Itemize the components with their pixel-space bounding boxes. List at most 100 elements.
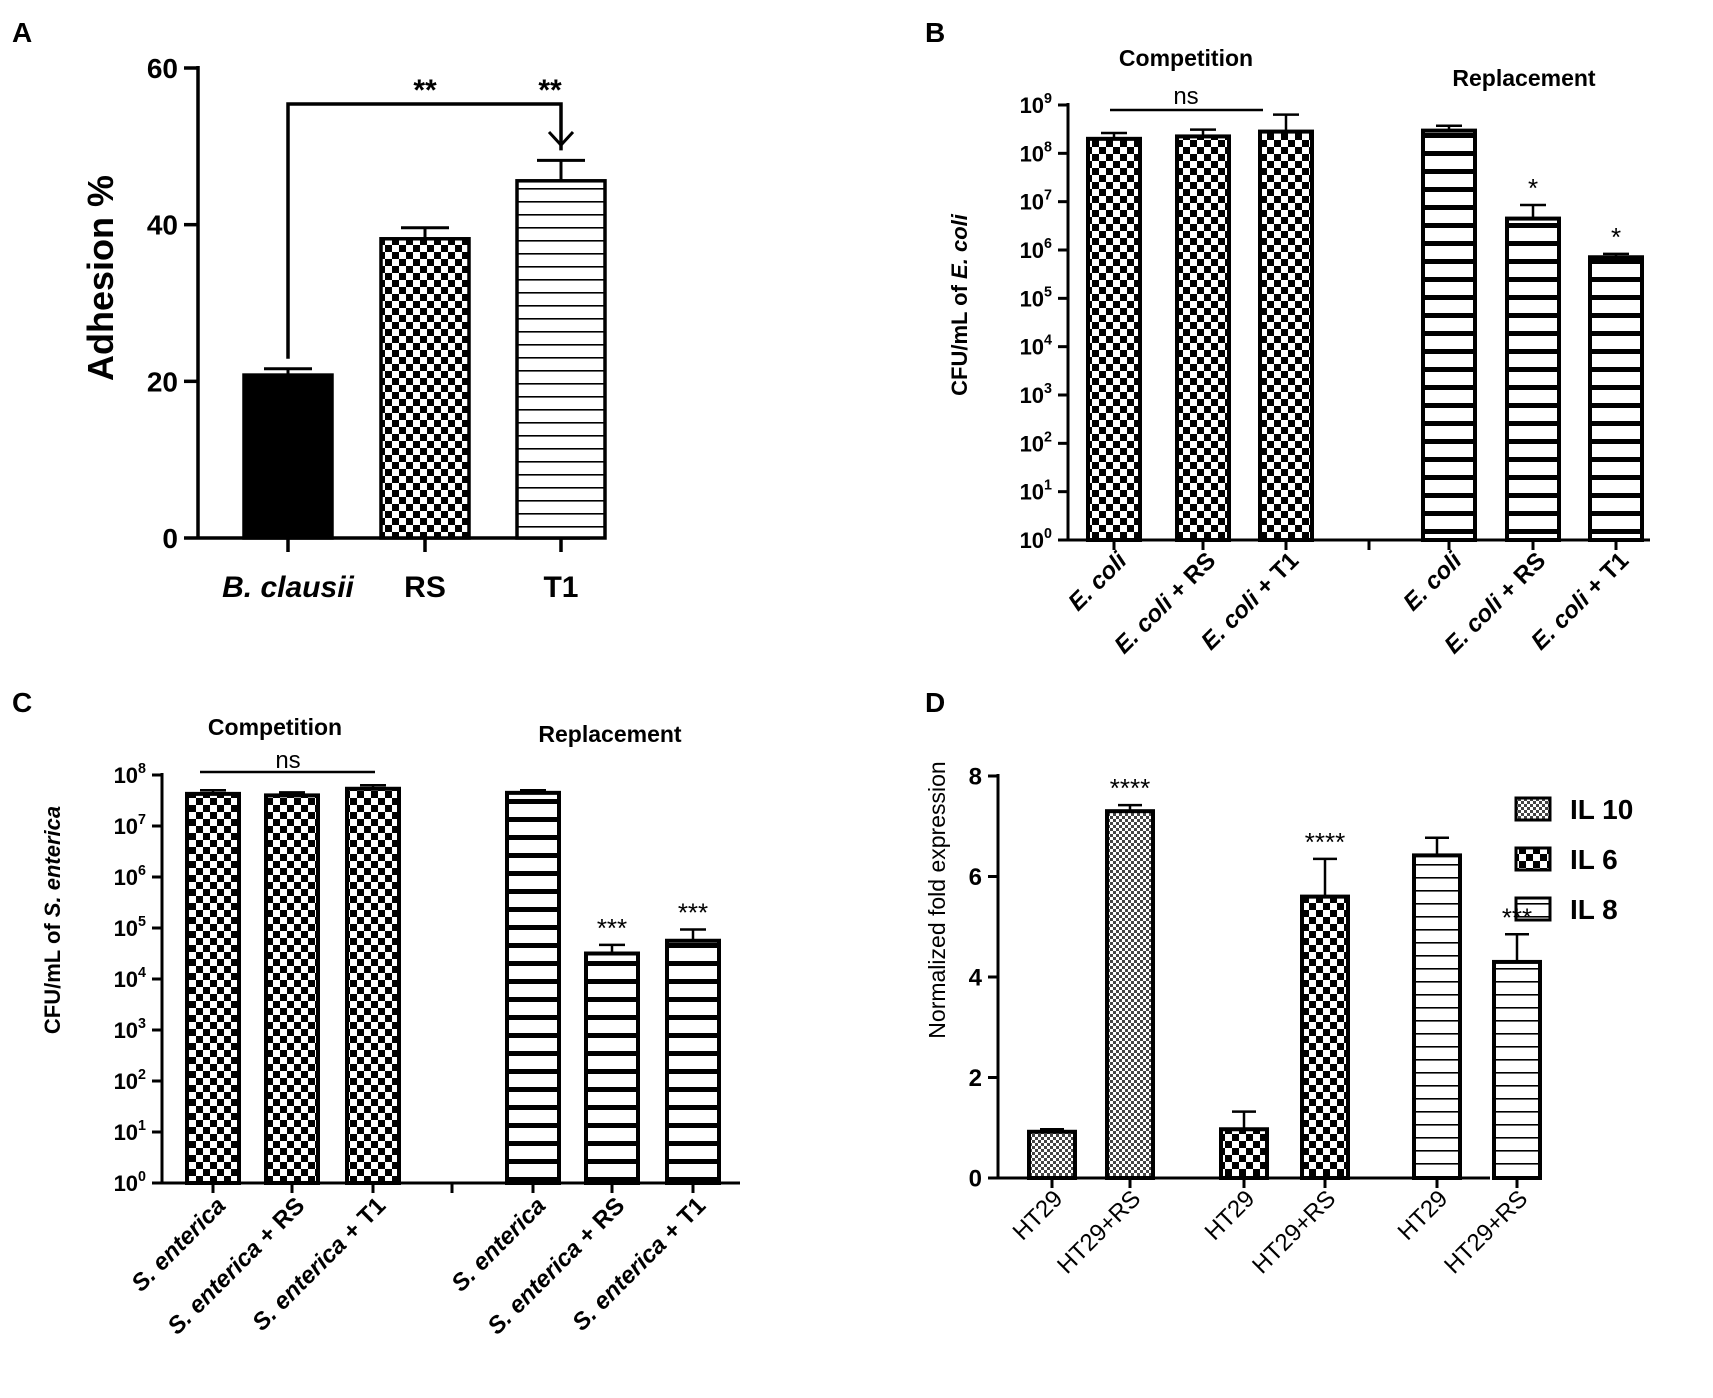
x-tick-label-suffix: + RS: [248, 1192, 310, 1254]
bracket-spacer: [276, 118, 288, 132]
x-tick-label: HT29+RS: [1247, 1185, 1341, 1279]
y-tick-base: 10: [114, 1018, 138, 1043]
x-tick-label: E. coli: [1063, 546, 1133, 616]
panel-b-ylabel-prefix: CFU/mL of: [947, 279, 972, 396]
bar: [1219, 1127, 1269, 1180]
y-tick-label: 101: [1020, 478, 1052, 505]
panel-b-group-replacement: Replacement: [1452, 65, 1596, 91]
significance-label: *: [1611, 222, 1621, 252]
y-tick-label: 105: [1020, 284, 1052, 311]
y-tick-base: 10: [1020, 141, 1044, 166]
x-tick-label-italic: E. coli: [1398, 546, 1468, 616]
panel-label-d: D: [925, 687, 945, 718]
bar: [1588, 255, 1644, 542]
significance-label: ****: [1305, 827, 1345, 857]
y-tick-base: 10: [1020, 238, 1044, 263]
significance-label: **: [413, 74, 437, 107]
significance-label: ns: [1173, 83, 1198, 110]
panel-c-group-competition: Competition: [208, 714, 342, 740]
x-tick-label-suffix: + RS: [1489, 547, 1551, 609]
y-tick-label: 60: [147, 53, 178, 84]
legend-swatch-il8: [1514, 896, 1552, 922]
x-tick-label: HT29+RS: [1052, 1185, 1146, 1279]
significance-label: ***: [678, 898, 708, 928]
y-tick-exponent: 4: [138, 965, 146, 981]
x-tick-label-suffix: + RS: [568, 1192, 630, 1254]
y-tick-label: 103: [114, 1016, 146, 1043]
y-tick-exponent: 6: [1044, 236, 1052, 252]
y-tick-exponent: 2: [1044, 429, 1052, 445]
y-tick-exponent: 8: [1044, 139, 1052, 155]
panel-c-group-replacement: Replacement: [538, 721, 682, 747]
legend-label-il6: IL 6: [1570, 844, 1618, 875]
x-tick-label: E. coli: [1398, 546, 1468, 616]
x-tick-label: B. clausii: [222, 571, 354, 604]
bar: [345, 786, 401, 1186]
significance-label: ns: [275, 747, 300, 774]
y-tick-label: 108: [1020, 139, 1052, 166]
y-tick-label: 106: [1020, 236, 1052, 263]
bar: [185, 791, 241, 1185]
panel-label-a: A: [12, 17, 32, 48]
significance-label: ****: [1110, 773, 1150, 803]
significance-label: *: [1528, 173, 1538, 203]
bar: [1027, 1129, 1077, 1181]
y-tick-label: 107: [1020, 188, 1052, 215]
bar: [505, 790, 561, 1185]
y-tick-exponent: 9: [1044, 91, 1052, 107]
bar: [1421, 128, 1477, 542]
panel-label-c: C: [12, 687, 32, 718]
bar: [264, 793, 320, 1186]
panel-a-chart: 0 20 40 60 B. clausii RS T1 ** **: [147, 53, 607, 604]
y-tick-base: 10: [1020, 528, 1044, 553]
y-tick-exponent: 3: [1044, 381, 1052, 397]
panel-d-ylabel: Normalized fold expression: [924, 761, 950, 1038]
y-tick-exponent: 7: [138, 812, 146, 828]
y-tick-exponent: 0: [1044, 526, 1052, 542]
y-tick-label: 100: [1020, 526, 1052, 553]
panel-b-group-competition: Competition: [1119, 45, 1253, 71]
y-tick-exponent: 2: [138, 1067, 146, 1083]
x-tick-label: T1: [543, 571, 578, 604]
panel-label-b: B: [925, 17, 945, 48]
x-tick-label-suffix: + RS: [1159, 547, 1221, 609]
y-tick-base: 10: [1020, 335, 1044, 360]
significance-arrowhead: [547, 130, 575, 148]
y-tick-exponent: 5: [1044, 284, 1052, 300]
y-tick-base: 10: [1020, 480, 1044, 505]
y-tick-base: 10: [114, 967, 138, 992]
bar: [1258, 129, 1314, 542]
bar: [584, 951, 640, 1185]
y-tick-label: 109: [1020, 91, 1052, 118]
y-tick-label: 40: [147, 210, 178, 241]
y-tick-label: 102: [114, 1067, 146, 1094]
x-tick-label: RS: [404, 571, 446, 604]
significance-label: **: [538, 74, 562, 107]
y-tick-label: 106: [114, 863, 146, 890]
panel-a-ylabel: Adhesion %: [80, 175, 121, 381]
panel-b-ylabel-italic: E. coli: [947, 213, 972, 279]
y-tick-label: 107: [114, 812, 146, 839]
bar: [1412, 853, 1462, 1181]
y-tick-label: 0: [162, 523, 178, 554]
panel-c-ylabel-italic: S. enterica: [40, 806, 65, 917]
y-tick-base: 10: [114, 763, 138, 788]
panel-c-ylabel: CFU/mL of S. enterica: [40, 806, 65, 1034]
y-tick-base: 10: [1020, 93, 1044, 118]
y-tick-label: 8: [969, 764, 982, 791]
y-tick-label: 103: [1020, 381, 1052, 408]
y-tick-base: 10: [1020, 431, 1044, 456]
y-tick-exponent: 6: [138, 863, 146, 879]
bar: [242, 373, 334, 540]
x-tick-label-italic: E. coli: [1063, 546, 1133, 616]
legend-label-il10: IL 10: [1570, 794, 1633, 825]
y-tick-exponent: 4: [1044, 333, 1052, 349]
legend-label-il8: IL 8: [1570, 894, 1618, 925]
x-tick-label: S. enterica + RS: [482, 1192, 630, 1340]
y-tick-base: 10: [114, 814, 138, 839]
y-tick-label: 102: [1020, 429, 1052, 456]
bar: [1175, 134, 1231, 543]
